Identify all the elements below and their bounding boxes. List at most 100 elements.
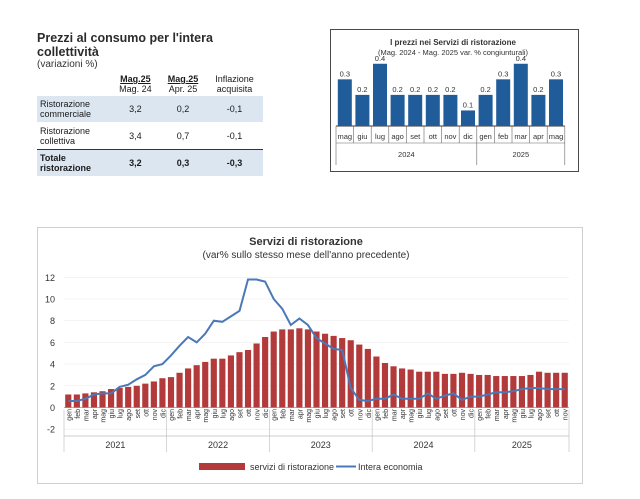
table-cell: 3,2 bbox=[111, 95, 160, 123]
bar bbox=[159, 378, 166, 408]
month-label: mar bbox=[83, 408, 90, 421]
bar bbox=[65, 394, 72, 408]
tick-label: gen bbox=[479, 132, 492, 141]
month-label: mar bbox=[289, 408, 296, 421]
month-label: ott bbox=[143, 409, 150, 417]
table-title: Prezzi al consumo per l'intera collettiv… bbox=[37, 31, 213, 59]
month-label: feb bbox=[486, 409, 493, 419]
month-label: feb bbox=[75, 409, 82, 419]
month-label: ago bbox=[434, 409, 441, 421]
y-tick-label: 12 bbox=[45, 273, 55, 283]
month-label: mag bbox=[511, 409, 518, 423]
bar bbox=[441, 373, 448, 408]
cpi-table: Mag.25 Mag. 24 Mag.25 Apr. 25 Inflazione ac… bbox=[37, 73, 263, 176]
tick-label: apr bbox=[533, 132, 544, 141]
month-label: apr bbox=[195, 408, 202, 419]
bar bbox=[142, 383, 149, 408]
table-row: Ristorazione collettiva 3,4 0,7 -0,1 bbox=[37, 122, 263, 150]
year-label: 2024 bbox=[398, 150, 415, 159]
bar bbox=[424, 371, 431, 408]
month-label: mag bbox=[306, 409, 313, 423]
bar bbox=[496, 79, 511, 126]
bar bbox=[90, 392, 98, 408]
chart-title: I prezzi nei Servizi di ristorazione bbox=[390, 38, 516, 47]
month-label: set bbox=[237, 409, 244, 418]
table-cell: 3,4 bbox=[111, 122, 160, 150]
bar bbox=[210, 358, 217, 408]
month-label: nov bbox=[152, 409, 159, 421]
y-tick-label: -2 bbox=[47, 425, 55, 435]
tick-label: mar bbox=[514, 132, 527, 141]
tick-label: ott bbox=[429, 132, 438, 141]
month-label: set bbox=[546, 409, 553, 418]
month-label: ago bbox=[537, 409, 544, 421]
bar bbox=[193, 365, 200, 408]
bar bbox=[347, 340, 354, 408]
month-label: apr bbox=[503, 408, 510, 419]
column-header: Mag.25 Mag. 24 bbox=[119, 74, 152, 94]
month-label: lug bbox=[528, 409, 535, 418]
table-cell: 3,2 bbox=[111, 149, 160, 176]
month-label: apr bbox=[400, 408, 407, 419]
bar bbox=[433, 371, 440, 408]
month-label: dic bbox=[263, 409, 270, 418]
month-label: feb bbox=[178, 409, 185, 419]
bar bbox=[478, 94, 493, 126]
bar bbox=[443, 94, 458, 126]
month-label: apr bbox=[92, 408, 99, 419]
y-tick-label: 10 bbox=[45, 295, 55, 305]
table-cell: -0,1 bbox=[206, 95, 263, 123]
tick-label: set bbox=[410, 132, 421, 141]
year-label: 2023 bbox=[311, 440, 331, 450]
table-cell: -0,3 bbox=[206, 149, 263, 176]
bar bbox=[544, 372, 551, 408]
data-label: 0.4 bbox=[516, 54, 526, 63]
bar bbox=[236, 352, 243, 408]
y-tick-label: 0 bbox=[50, 403, 55, 413]
monthly-chart-frame bbox=[330, 29, 579, 172]
bar bbox=[176, 372, 183, 408]
bar bbox=[527, 374, 534, 408]
year-label: 2021 bbox=[105, 440, 125, 450]
y-tick-label: 2 bbox=[50, 381, 55, 391]
bar bbox=[390, 366, 397, 408]
bar bbox=[279, 329, 286, 408]
bar bbox=[219, 358, 226, 408]
bar bbox=[287, 329, 294, 408]
year-label: 2024 bbox=[413, 440, 433, 450]
data-label: 0.3 bbox=[551, 69, 561, 78]
bar bbox=[355, 94, 370, 126]
month-label: lug bbox=[220, 409, 227, 418]
month-label: nov bbox=[357, 409, 364, 421]
bar bbox=[116, 387, 123, 408]
month-label: nov bbox=[563, 409, 570, 421]
data-label: 0.1 bbox=[463, 100, 473, 109]
tick-label: mag bbox=[549, 132, 564, 141]
month-label: giu bbox=[109, 409, 116, 418]
month-label: giu bbox=[315, 409, 322, 418]
bar bbox=[244, 349, 252, 408]
month-label: ott bbox=[554, 409, 561, 417]
month-label: lug bbox=[426, 409, 433, 418]
annual-chart-frame bbox=[37, 227, 583, 484]
bar bbox=[356, 344, 363, 408]
month-label: lug bbox=[118, 409, 125, 418]
bar bbox=[167, 377, 175, 408]
data-label: 0.4 bbox=[375, 54, 385, 63]
bar bbox=[450, 373, 457, 408]
bar bbox=[416, 371, 423, 408]
bar bbox=[467, 373, 474, 408]
tick-label: lug bbox=[375, 132, 385, 141]
bar bbox=[407, 369, 414, 408]
tick-label: giu bbox=[357, 132, 367, 141]
table-cell: 0,2 bbox=[159, 95, 207, 123]
month-label: giu bbox=[520, 409, 527, 418]
table-cell: -0,1 bbox=[206, 122, 263, 150]
table-header-row: Mag.25 Mag. 24 Mag.25 Apr. 25 Inflazione ac… bbox=[37, 73, 263, 96]
legend-label: servizi di ristorazione bbox=[250, 462, 334, 472]
column-header: Inflazione acquisita bbox=[215, 74, 254, 94]
month-label: nov bbox=[255, 409, 262, 421]
month-label: giu bbox=[417, 409, 424, 418]
legend-label: Intera economia bbox=[358, 462, 423, 472]
data-label: 0.2 bbox=[428, 85, 438, 94]
